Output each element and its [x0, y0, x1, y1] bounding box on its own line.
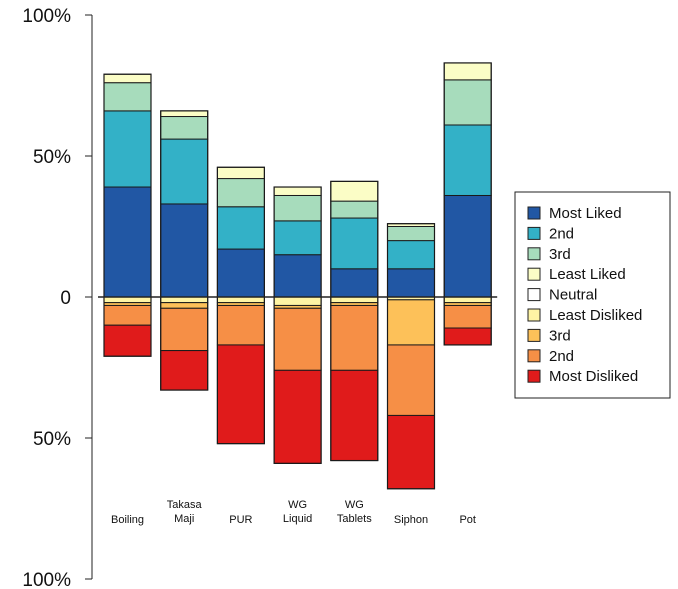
- bar-segment: [330, 200, 379, 219]
- legend-box: [514, 191, 671, 399]
- bar-segment: [387, 344, 435, 416]
- bar-segment: [216, 166, 265, 180]
- bar-segment: [387, 414, 435, 490]
- bar-segment: [330, 180, 379, 202]
- x-tick-label: PUR: [229, 514, 252, 526]
- legend-swatch: [527, 349, 541, 363]
- bar-group: [330, 180, 379, 462]
- legend-label: Most Disliked: [549, 368, 638, 385]
- legend-swatch: [527, 328, 541, 342]
- bar-segment: [387, 240, 435, 270]
- legend-swatch: [527, 267, 541, 281]
- bar-outline: [216, 166, 265, 445]
- bar-segment: [160, 350, 209, 391]
- bars: [98, 62, 498, 490]
- bar-segment: [387, 226, 435, 242]
- bar-segment: [273, 307, 322, 371]
- y-tick-label: 50%: [33, 147, 71, 168]
- bar-segment: [216, 296, 265, 304]
- bar-segment: [216, 178, 265, 208]
- legend-label: 2nd: [549, 225, 574, 242]
- bar-outline: [443, 62, 492, 346]
- bar-segment: [273, 296, 322, 306]
- bar-outline: [273, 186, 322, 464]
- bar-segment: [103, 82, 152, 112]
- bar-segment: [103, 73, 152, 84]
- bar-outline: [160, 110, 209, 391]
- legend-swatch: [527, 226, 541, 240]
- bar-segment: [443, 296, 492, 304]
- legend-label: Least Liked: [549, 266, 626, 283]
- y-tick-label: 100%: [22, 6, 71, 27]
- bar-segment: [443, 304, 492, 329]
- bar-segment: [273, 186, 322, 196]
- bar-segment: [103, 110, 152, 188]
- bar-segment: [216, 344, 265, 445]
- bar-segment: [330, 369, 379, 462]
- legend: Most Liked 2nd 3rd Least Liked Neutral Least …: [514, 191, 671, 399]
- y-tick-label: 100%: [22, 570, 71, 589]
- bar-group: [443, 62, 492, 346]
- bar-segment: [273, 369, 322, 464]
- bar-segment: [330, 304, 379, 371]
- legend-label: Neutral: [549, 287, 597, 304]
- bar-segment: [103, 296, 152, 304]
- bar-segment: [273, 220, 322, 256]
- legend-swatch: [527, 288, 541, 302]
- bar-segment: [160, 110, 209, 118]
- legend-label: Least Disliked: [549, 307, 642, 324]
- bar-segment: [216, 248, 265, 298]
- legend-label: 3rd: [549, 327, 571, 344]
- bar-group: [386, 223, 436, 490]
- x-tick-label: Boiling: [111, 514, 144, 526]
- bar-segment: [103, 186, 152, 298]
- legend-label: 3rd: [549, 246, 571, 263]
- bar-segment: [273, 254, 322, 298]
- bar-segment: [273, 194, 322, 222]
- bar-segment: [160, 116, 209, 140]
- bar-segment: [216, 206, 265, 250]
- bar-segment: [443, 62, 492, 81]
- bar-segment: [443, 79, 492, 126]
- x-tick-label: Takasa Maji: [167, 499, 203, 525]
- legend-swatch: [527, 369, 541, 383]
- bar-segment: [160, 307, 209, 352]
- bar-segment: [330, 268, 379, 298]
- bar-outline: [103, 73, 152, 357]
- bar-outline: [386, 223, 436, 490]
- bar-group: [273, 186, 322, 464]
- bar-segment: [443, 327, 492, 346]
- y-tick-label: 50%: [33, 429, 71, 450]
- bar-segment: [443, 194, 492, 298]
- bar-segment: [160, 296, 209, 304]
- legend-swatch: [527, 247, 541, 261]
- y-axis: 100% 50% 0 50% 100%: [22, 6, 93, 589]
- bar-group: [160, 110, 209, 391]
- bar-segment: [160, 203, 209, 298]
- legend-swatch: [527, 308, 541, 322]
- bar-outline: [330, 180, 379, 462]
- x-tick-label: Pot: [459, 514, 476, 526]
- x-tick-labels: Boiling Takasa Maji PUR WG Liquid WG Tablets Sip…: [111, 499, 476, 526]
- x-tick-label: Siphon: [394, 514, 428, 526]
- bar-segment: [160, 138, 209, 205]
- x-tick-label: WG Liquid: [283, 499, 312, 525]
- bar-segment: [216, 304, 265, 346]
- bar-segment: [330, 217, 379, 270]
- legend-label: Most Liked: [549, 205, 622, 222]
- bar-segment: [103, 304, 152, 326]
- bar-segment: [387, 299, 435, 346]
- bar-segment: [387, 268, 435, 298]
- y-tick-label: 0: [60, 288, 71, 309]
- bar-segment: [330, 296, 379, 304]
- legend-label: 2nd: [549, 348, 574, 365]
- legend-swatch: [527, 206, 541, 220]
- bar-segment: [103, 324, 152, 357]
- bar-group: [216, 166, 265, 445]
- bar-segment: [160, 302, 209, 309]
- bar-group: [103, 73, 152, 357]
- x-tick-label: WG Tablets: [337, 499, 372, 525]
- bar-segment: [443, 124, 492, 196]
